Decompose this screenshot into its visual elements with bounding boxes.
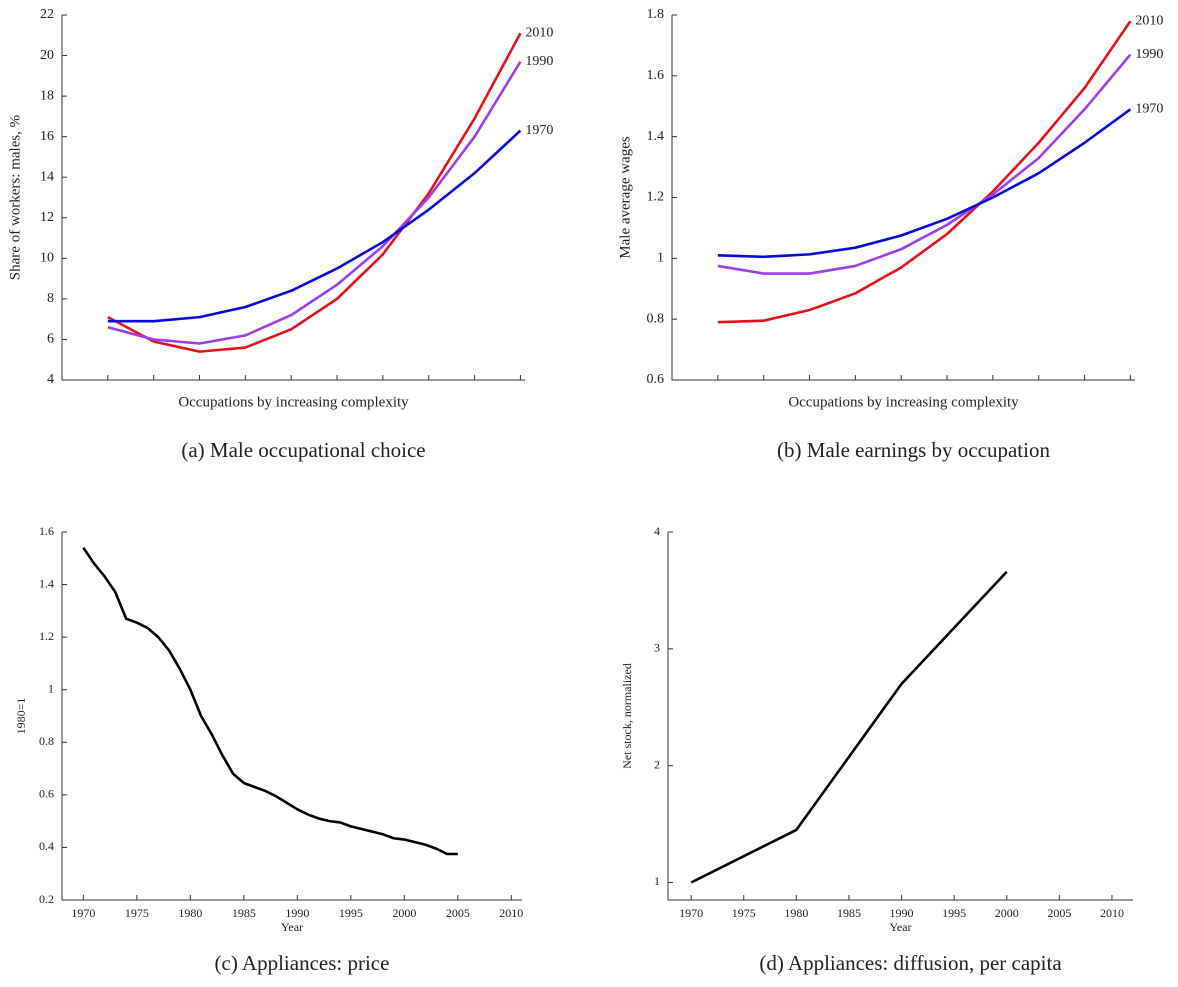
y-tick-label: 0.4 xyxy=(39,839,54,853)
x-axis-label: Year xyxy=(281,920,303,934)
y-tick-label: 1.8 xyxy=(647,7,665,22)
data-line xyxy=(107,32,522,353)
y-tick-label: 0.6 xyxy=(39,787,54,801)
x-tick-label: 1980 xyxy=(784,906,808,920)
x-tick-label: 2010 xyxy=(1100,906,1124,920)
data-line xyxy=(107,60,522,345)
caption: (c) Appliances: price xyxy=(215,951,390,975)
series-label: 2010 xyxy=(1135,13,1163,28)
y-axis-label: Net stock, normalized xyxy=(620,663,634,769)
x-tick-label: 1995 xyxy=(942,906,966,920)
y-tick-label: 20 xyxy=(40,48,54,63)
y-tick-label: 1.2 xyxy=(39,629,54,643)
y-tick-label: 1.6 xyxy=(647,68,665,83)
series-label: 2010 xyxy=(525,25,553,40)
x-axis-label: Occupations by increasing complexity xyxy=(178,394,409,410)
data-line xyxy=(690,570,1008,884)
series-label: 1990 xyxy=(1135,47,1163,62)
y-tick-label: 10 xyxy=(40,251,54,266)
y-tick-label: 1 xyxy=(48,681,54,695)
y-tick-label: 12 xyxy=(40,210,54,225)
y-tick-label: 1.2 xyxy=(647,190,665,205)
y-axis-label: Share of workers: males, % xyxy=(7,115,23,280)
x-tick-label: 1980 xyxy=(178,906,202,920)
x-tick-label: 2010 xyxy=(499,906,523,920)
y-tick-label: 0.8 xyxy=(39,734,54,748)
caption: (b) Male earnings by occupation xyxy=(777,438,1050,462)
y-tick-label: 4 xyxy=(47,372,54,387)
y-tick-label: 22 xyxy=(40,7,54,22)
y-tick-label: 2 xyxy=(654,757,660,771)
x-tick-label: 1970 xyxy=(679,906,703,920)
data-line xyxy=(717,53,1132,275)
x-tick-label: 1985 xyxy=(837,906,861,920)
x-tick-label: 1970 xyxy=(71,906,95,920)
data-line xyxy=(82,547,458,856)
y-tick-label: 1 xyxy=(657,251,664,266)
axis-lines xyxy=(671,15,1135,381)
x-tick-label: 1985 xyxy=(232,906,256,920)
y-tick-label: 1.6 xyxy=(39,524,54,538)
x-tick-label: 2005 xyxy=(446,906,470,920)
y-tick-label: 16 xyxy=(40,129,54,144)
y-tick-label: 6 xyxy=(47,332,54,347)
y-axis-label: 1980=1 xyxy=(14,698,28,735)
x-axis-label: Occupations by increasing complexity xyxy=(788,394,1019,410)
series-label: 1970 xyxy=(525,123,553,138)
y-tick-label: 1.4 xyxy=(647,129,665,144)
data-line xyxy=(107,129,522,323)
data-line xyxy=(717,20,1132,324)
y-tick-label: 4 xyxy=(654,524,660,538)
axis-lines xyxy=(667,532,1133,901)
series-label: 1970 xyxy=(1135,102,1163,117)
caption: (d) Appliances: diffusion, per capita xyxy=(759,951,1062,975)
x-tick-label: 2000 xyxy=(995,906,1019,920)
axis-lines xyxy=(61,532,522,901)
y-tick-label: 3 xyxy=(654,641,660,655)
y-axis-label: Male average wages xyxy=(617,136,633,259)
y-tick-label: 18 xyxy=(40,88,54,103)
y-tick-label: 0.6 xyxy=(647,372,665,387)
x-axis-label: Year xyxy=(889,920,911,934)
series-label: 1990 xyxy=(525,54,553,69)
y-tick-label: 0.8 xyxy=(647,311,665,326)
x-tick-label: 2005 xyxy=(1047,906,1071,920)
y-tick-label: 1.4 xyxy=(39,576,54,590)
x-tick-label: 2000 xyxy=(392,906,416,920)
y-tick-label: 14 xyxy=(40,169,54,184)
y-tick-label: 1 xyxy=(654,874,660,888)
x-tick-label: 1995 xyxy=(339,906,363,920)
x-tick-label: 1975 xyxy=(732,906,756,920)
x-tick-label: 1990 xyxy=(285,906,309,920)
x-tick-label: 1990 xyxy=(890,906,914,920)
axis-lines xyxy=(61,15,525,381)
caption: (a) Male occupational choice xyxy=(181,438,425,462)
y-tick-label: 8 xyxy=(47,291,54,306)
data-line xyxy=(717,108,1132,259)
x-tick-label: 1975 xyxy=(125,906,149,920)
y-tick-label: 0.2 xyxy=(39,892,54,906)
